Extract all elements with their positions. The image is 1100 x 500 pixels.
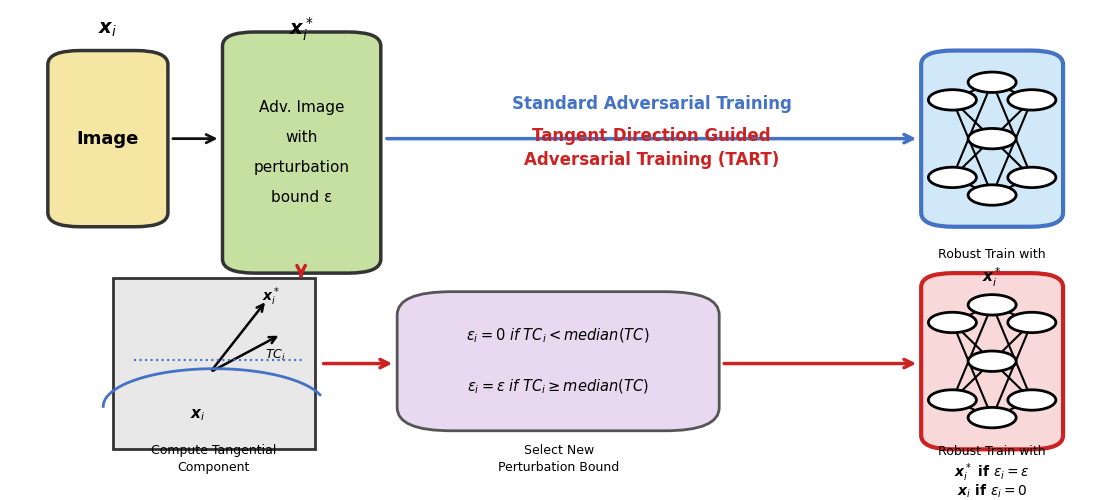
Text: Image: Image (77, 130, 139, 148)
Circle shape (1008, 312, 1056, 332)
FancyBboxPatch shape (921, 273, 1063, 450)
Text: $\boldsymbol{x}_i$: $\boldsymbol{x}_i$ (98, 20, 118, 39)
FancyBboxPatch shape (47, 50, 168, 227)
FancyBboxPatch shape (222, 32, 381, 273)
Text: Tangent Direction Guided
Adversarial Training (TART): Tangent Direction Guided Adversarial Tra… (524, 127, 779, 168)
Circle shape (928, 167, 977, 188)
Circle shape (968, 128, 1016, 149)
FancyBboxPatch shape (113, 278, 316, 450)
Text: Standard Adversarial Training: Standard Adversarial Training (512, 95, 792, 113)
Circle shape (968, 72, 1016, 92)
Text: bound ε: bound ε (271, 190, 332, 206)
Text: $\epsilon_i = 0$ if $TC_i < median(TC)$: $\epsilon_i = 0$ if $TC_i < median(TC)$ (466, 326, 650, 345)
Text: Robust Train with: Robust Train with (938, 248, 1046, 261)
Circle shape (1008, 390, 1056, 410)
Text: $\boldsymbol{x}_i^*$: $\boldsymbol{x}_i^*$ (982, 266, 1002, 289)
FancyBboxPatch shape (921, 50, 1063, 227)
Text: Adv. Image: Adv. Image (258, 100, 344, 115)
Circle shape (928, 312, 977, 332)
Text: $\epsilon_i = \epsilon$ if $TC_i \geq median(TC)$: $\epsilon_i = \epsilon$ if $TC_i \geq me… (468, 378, 649, 396)
Circle shape (1008, 90, 1056, 110)
Circle shape (968, 408, 1016, 428)
Text: Select New
Perturbation Bound: Select New Perturbation Bound (498, 444, 619, 474)
Text: $\boldsymbol{x}_i^*$: $\boldsymbol{x}_i^*$ (289, 16, 314, 44)
Circle shape (1008, 167, 1056, 188)
Circle shape (928, 390, 977, 410)
Text: with: with (286, 130, 318, 145)
FancyBboxPatch shape (397, 292, 719, 431)
Circle shape (968, 185, 1016, 205)
Text: Compute Tangential
Component: Compute Tangential Component (151, 444, 276, 474)
Text: Robust Train with: Robust Train with (938, 445, 1046, 458)
Circle shape (968, 294, 1016, 315)
Text: $\boldsymbol{x}_i$ if $\epsilon_i = 0$: $\boldsymbol{x}_i$ if $\epsilon_i = 0$ (957, 482, 1027, 500)
Text: perturbation: perturbation (254, 160, 350, 175)
Circle shape (968, 351, 1016, 372)
Text: $\boldsymbol{x}_i^*$ if $\epsilon_i = \epsilon$: $\boldsymbol{x}_i^*$ if $\epsilon_i = \e… (954, 461, 1030, 484)
Text: $\boldsymbol{x}_i$: $\boldsymbol{x}_i$ (190, 407, 206, 423)
Text: $TC_i$: $TC_i$ (264, 348, 285, 362)
Circle shape (928, 90, 977, 110)
Text: $\boldsymbol{x}_i^*$: $\boldsymbol{x}_i^*$ (262, 286, 279, 308)
